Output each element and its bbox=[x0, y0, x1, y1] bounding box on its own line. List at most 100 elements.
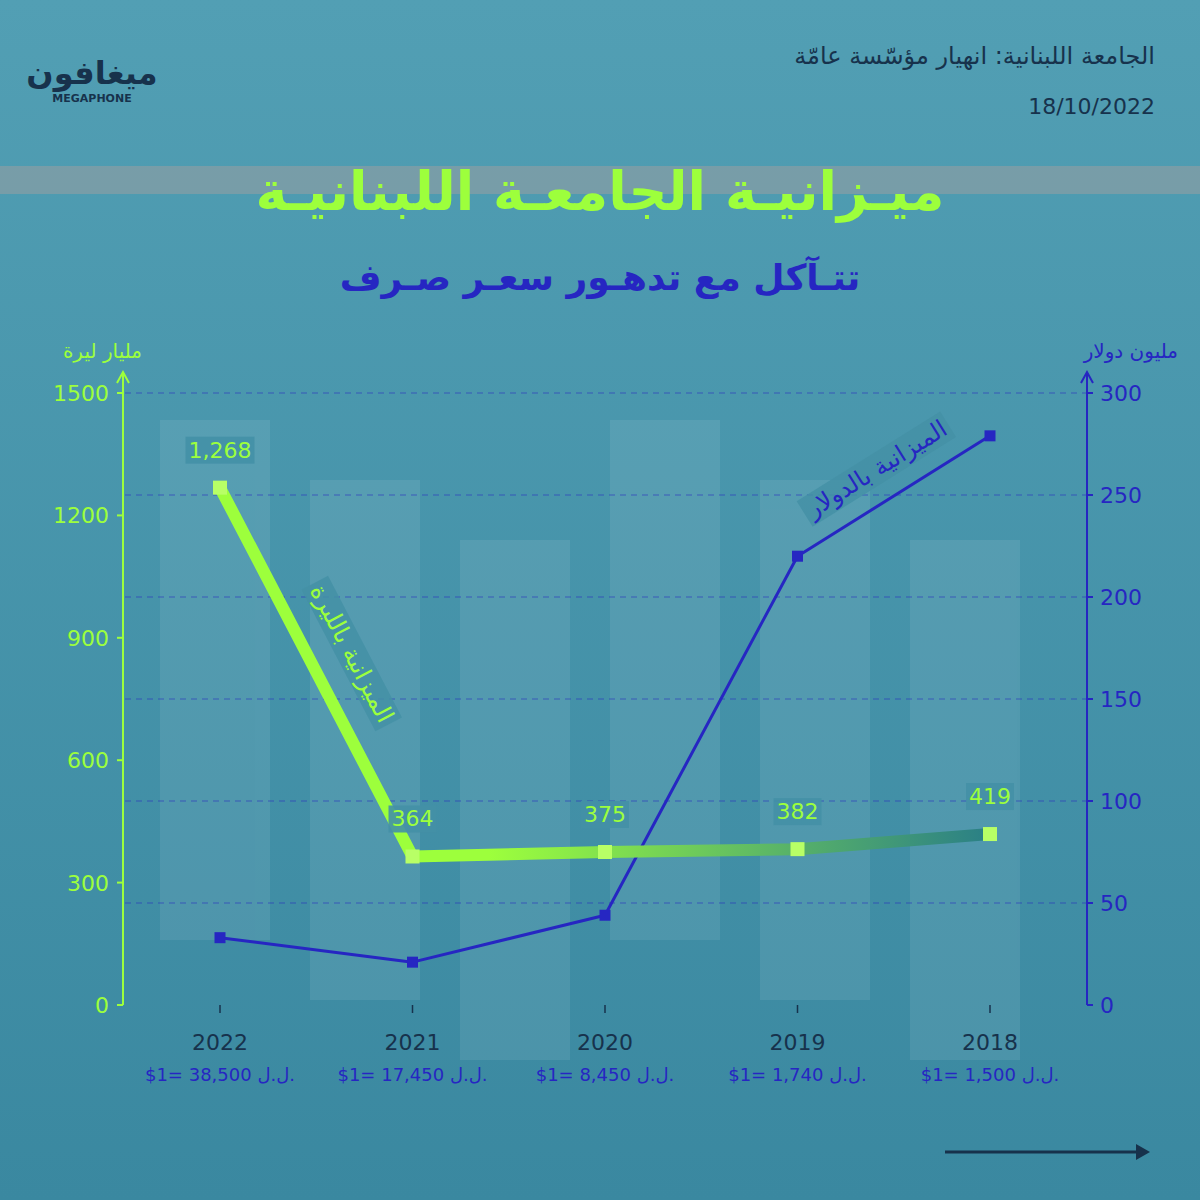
y2-axis-line-arrow bbox=[1081, 372, 1093, 383]
x-sublabel: $1= 38,500 ل.ل. bbox=[145, 1064, 295, 1085]
data-label: 375 bbox=[584, 802, 626, 827]
series-marker bbox=[983, 827, 997, 841]
background bbox=[0, 0, 1200, 1200]
date: 18/10/2022 bbox=[1028, 94, 1155, 119]
y-axis-line-arrow bbox=[117, 372, 129, 383]
label-patch bbox=[774, 798, 822, 825]
x-tick bbox=[412, 1005, 414, 1013]
x-sublabel: $1= 1,740 ل.ل. bbox=[728, 1064, 867, 1085]
grid-line bbox=[125, 698, 1087, 699]
texture-block bbox=[160, 420, 270, 940]
data-label: 364 bbox=[392, 806, 434, 831]
x-tick-label: 2019 bbox=[770, 1030, 826, 1055]
label-patch bbox=[581, 801, 629, 828]
x-tick-label: 2021 bbox=[385, 1030, 441, 1055]
grid-line bbox=[125, 596, 1087, 597]
x-tick bbox=[797, 1005, 799, 1013]
series-name: الميزانية بالدولار bbox=[801, 415, 953, 524]
series-name: الميزانية بالليرة bbox=[304, 580, 399, 727]
y2-tick bbox=[1087, 1004, 1093, 1006]
y-axis-line bbox=[122, 373, 124, 1005]
plot-marks bbox=[213, 430, 997, 967]
labels-layer: 1,268 364 375 382 419 الميزانية بالليرة الميزا… bbox=[186, 412, 1014, 833]
y-tick bbox=[117, 637, 123, 639]
texture-block bbox=[910, 540, 1020, 1060]
texture-block bbox=[610, 420, 720, 940]
y-tick bbox=[117, 882, 123, 884]
y2-tick-label: 200 bbox=[1100, 585, 1142, 610]
x-sublabel: $1= 17,450 ل.ل. bbox=[337, 1064, 487, 1085]
y2-axis-title: مليون دولار bbox=[1083, 339, 1178, 363]
y2-tick bbox=[1087, 494, 1093, 496]
series-marker bbox=[213, 481, 227, 495]
x-sublabel: $1= 8,450 ل.ل. bbox=[536, 1064, 675, 1085]
chart-canvas: ميغافونMEGAPHONE الجامعة اللبنانية: انهيا… bbox=[0, 0, 1200, 1200]
y-tick-label: 1500 bbox=[53, 381, 109, 406]
x-sublabel: $1= 1,500 ل.ل. bbox=[921, 1064, 1060, 1085]
logo-latin: MEGAPHONE bbox=[52, 92, 131, 105]
series-marker bbox=[600, 910, 611, 921]
series-marker bbox=[215, 932, 226, 943]
y-tick-label: 0 bbox=[95, 993, 109, 1018]
y2-tick-label: 100 bbox=[1100, 789, 1142, 814]
y-tick-label: 900 bbox=[67, 626, 109, 651]
label-patch bbox=[389, 805, 437, 832]
x-tick-label: 2018 bbox=[962, 1030, 1018, 1055]
series-line bbox=[220, 436, 990, 962]
data-label-group: 419 bbox=[966, 783, 1014, 810]
grid-line bbox=[125, 392, 1087, 393]
x-tick bbox=[604, 1005, 606, 1013]
texture-block bbox=[760, 480, 870, 1000]
series-marker bbox=[407, 957, 418, 968]
y2-tick bbox=[1087, 800, 1093, 802]
data-label-group: 364 bbox=[389, 805, 437, 832]
y-tick bbox=[117, 514, 123, 516]
y-tick bbox=[117, 1004, 123, 1006]
series-marker bbox=[791, 842, 805, 856]
y2-tick-label: 150 bbox=[1100, 687, 1142, 712]
y2-tick-label: 0 bbox=[1100, 993, 1114, 1018]
x-tick bbox=[989, 1005, 991, 1013]
label-patch bbox=[797, 412, 956, 527]
x-tick bbox=[219, 1005, 221, 1013]
y2-tick-label: 250 bbox=[1100, 483, 1142, 508]
grid-line bbox=[125, 494, 1087, 495]
texture-block bbox=[310, 480, 420, 1000]
data-label-group: 1,268 bbox=[186, 437, 255, 464]
y-tick-label: 600 bbox=[67, 748, 109, 773]
label-patch bbox=[966, 783, 1014, 810]
y2-tick bbox=[1087, 902, 1093, 904]
y-tick-label: 300 bbox=[67, 871, 109, 896]
series-marker bbox=[792, 551, 803, 562]
y2-tick bbox=[1087, 596, 1093, 598]
x-tick-label: 2022 bbox=[192, 1030, 248, 1055]
title: ميـزانيـة الجامعـة اللبنانيـة bbox=[256, 160, 945, 223]
y2-tick bbox=[1087, 392, 1093, 394]
data-label: 419 bbox=[969, 784, 1011, 809]
data-label-group: 375 bbox=[581, 801, 629, 828]
deco-arrow bbox=[945, 1151, 1146, 1154]
series-marker bbox=[985, 430, 996, 441]
series-name-group: الميزانية بالدولار bbox=[797, 412, 956, 527]
texture-block bbox=[460, 540, 570, 1060]
y-tick bbox=[117, 759, 123, 761]
deco-arrow-head bbox=[1136, 1144, 1150, 1160]
data-label-group: 382 bbox=[774, 798, 822, 825]
series-marker bbox=[598, 845, 612, 859]
series-line bbox=[220, 488, 990, 857]
series-marker bbox=[406, 849, 420, 863]
label-patch bbox=[301, 576, 402, 731]
subtitle: تتـآكل مع تدهـور سعـر صـرف bbox=[340, 255, 861, 299]
logo: ميغافون bbox=[26, 54, 157, 92]
label-patch bbox=[186, 437, 255, 464]
y2-tick-label: 50 bbox=[1100, 891, 1128, 916]
kicker: الجامعة اللبنانية: انهيار مؤسّسة عامّة bbox=[794, 42, 1155, 70]
x-tick-label: 2020 bbox=[577, 1030, 633, 1055]
y2-tick-label: 300 bbox=[1100, 381, 1142, 406]
y-axis-title: مليار ليرة bbox=[63, 339, 142, 363]
data-label: 382 bbox=[777, 799, 819, 824]
grid-line bbox=[125, 902, 1087, 903]
y2-axis-line bbox=[1086, 373, 1088, 1005]
y-tick-label: 1200 bbox=[53, 503, 109, 528]
series-name-group: الميزانية بالليرة bbox=[301, 576, 402, 731]
